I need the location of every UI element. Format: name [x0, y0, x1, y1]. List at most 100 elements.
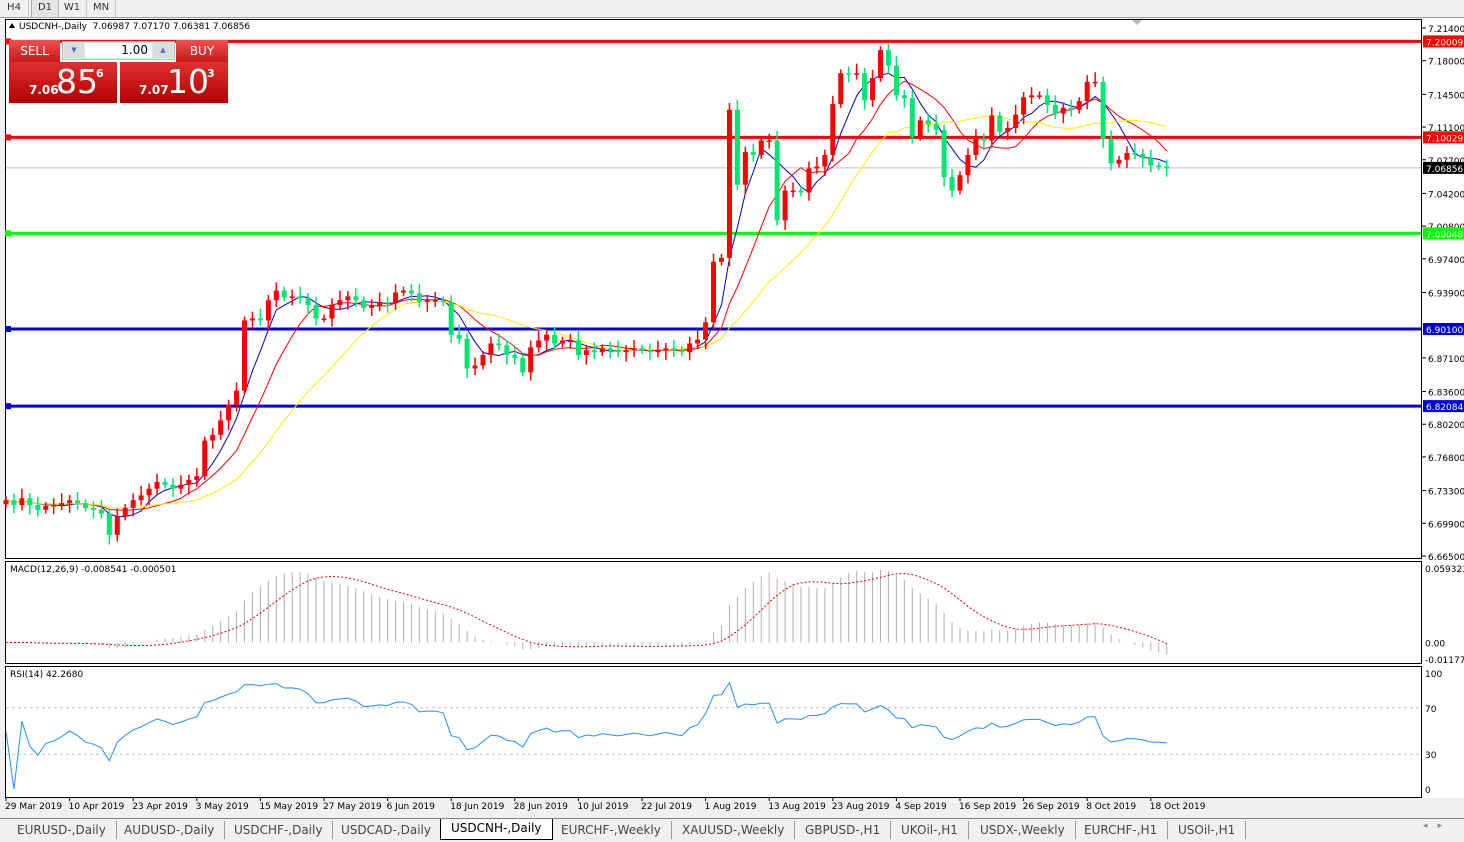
candle — [154, 473, 160, 496]
candle — [265, 294, 271, 330]
candle-body — [1052, 104, 1058, 114]
date-axis: 29 Mar 2019 10 Apr 2019 23 Apr 2019 3 May 2… — [5, 797, 1206, 812]
candle-body — [321, 318, 327, 320]
candle-body — [607, 348, 613, 351]
candle-body — [186, 480, 192, 485]
candle — [313, 296, 319, 326]
candle-body — [1164, 166, 1170, 169]
tab-gbpusd-h1[interactable]: GBPUSD-,H1 — [795, 821, 892, 839]
candle-body — [1037, 95, 1042, 97]
tab-eurusd-daily[interactable]: EURUSD-,Daily — [7, 821, 117, 839]
candle — [893, 55, 899, 101]
sell-button[interactable]: SELL — [9, 40, 60, 62]
timeframe-mn[interactable]: MN — [87, 0, 116, 17]
current-price-label: 7.06856 — [1426, 165, 1463, 175]
date-label: 6 Jun 2019 — [387, 802, 436, 812]
buy-price-button[interactable]: 7.07 10 3 — [120, 62, 228, 103]
level-line-handle-icon — [5, 38, 11, 45]
candle — [997, 111, 1003, 136]
level-line-handle-icon — [5, 403, 11, 410]
candle-body — [138, 495, 144, 501]
sell-price-fraction: 6 — [96, 67, 104, 80]
candle-body — [106, 513, 112, 535]
candle — [552, 326, 558, 351]
level-line-handle-icon — [5, 134, 11, 141]
sell-price-button[interactable]: 7.06 85 6 — [9, 62, 117, 103]
candle — [742, 146, 748, 195]
candle — [885, 43, 891, 74]
lot-decrease-icon[interactable]: ▼ — [64, 43, 84, 58]
candle-body — [424, 300, 430, 303]
candle-body — [297, 296, 303, 299]
candle-body — [909, 98, 915, 137]
candle-body — [893, 65, 899, 96]
tab-audusd-daily[interactable]: AUDUSD-,Daily — [114, 821, 226, 839]
timeframe-h4[interactable]: H4 — [0, 0, 29, 17]
date-label: 1 Aug 2019 — [705, 802, 757, 812]
candle-body — [480, 354, 486, 366]
candle-body — [35, 505, 41, 510]
tab-eurchf-h1[interactable]: EURCHF-,H1 — [1074, 821, 1169, 839]
date-label: 13 Aug 2019 — [768, 802, 826, 812]
candle — [377, 292, 383, 312]
candle — [393, 284, 399, 310]
candle — [599, 344, 605, 356]
buy-button[interactable]: BUY — [176, 40, 228, 62]
collapse-triangle-icon[interactable] — [9, 23, 15, 28]
timeframe-d1[interactable]: D1 — [31, 0, 59, 18]
macd-pane — [5, 570, 1168, 655]
candle-body — [210, 434, 216, 441]
tab-usdcad-daily[interactable]: USDCAD-,Daily — [331, 821, 442, 839]
price-tick-label: 6.66500 — [1428, 553, 1464, 563]
tab-usdchf-daily[interactable]: USDCHF-,Daily — [224, 821, 334, 839]
candle — [106, 508, 112, 545]
candle-body — [265, 300, 271, 321]
candle-body — [583, 350, 589, 355]
tab-scroll-arrows-icon[interactable]: ◂▸ — [1422, 821, 1452, 831]
candle — [186, 474, 192, 495]
candle — [234, 382, 240, 412]
date-label: 23 Aug 2019 — [832, 802, 890, 812]
candle-body — [925, 120, 931, 125]
price-tick-label: 6.97400 — [1428, 256, 1464, 266]
timeframe-w1[interactable]: W1 — [58, 0, 87, 17]
candle — [711, 253, 717, 330]
candle-body — [1076, 101, 1082, 110]
tab-usdx-weekly[interactable]: USDX-,Weekly — [970, 821, 1076, 839]
candle-body — [830, 103, 836, 155]
candle — [1156, 161, 1162, 171]
tab-ukoil-h1[interactable]: UKOil-,H1 — [891, 821, 969, 839]
candle-body — [51, 505, 57, 507]
candle-body — [512, 354, 518, 358]
lot-size-input[interactable]: 1.00 — [85, 43, 152, 58]
candle — [917, 116, 923, 141]
candle — [909, 90, 915, 144]
candle-body — [1029, 95, 1035, 98]
tab-xauusd-weekly[interactable]: XAUUSD-,Weekly — [672, 821, 796, 839]
chart-shift-marker-icon[interactable] — [1132, 20, 1142, 25]
candle — [647, 343, 653, 361]
tab-usdcnh-daily[interactable]: USDCNH-,Daily — [440, 819, 553, 840]
tab-usoil-h1[interactable]: USOil-,H1 — [1168, 821, 1247, 839]
candle — [782, 185, 788, 230]
candle — [401, 286, 406, 297]
candle-body — [3, 500, 9, 505]
candle-body — [885, 50, 891, 66]
candle-body — [742, 152, 748, 185]
candle-body — [75, 500, 81, 504]
candle — [67, 494, 73, 513]
candle-body — [1092, 81, 1098, 84]
candle — [19, 488, 25, 511]
tab-eurchf-weekly[interactable]: EURCHF-,Weekly — [551, 821, 672, 839]
candle — [35, 496, 41, 517]
candle — [353, 288, 359, 307]
candle — [424, 294, 430, 312]
candle — [448, 295, 454, 343]
chart-canvas[interactable]: 7.214007.180007.145007.111007.077007.042… — [0, 0, 1464, 818]
candle — [1164, 159, 1170, 177]
level-price-badge — [1423, 400, 1464, 413]
candle-body — [679, 350, 685, 353]
candle-body — [90, 507, 96, 510]
lot-increase-icon[interactable]: ▲ — [153, 43, 173, 58]
candle-body — [337, 300, 343, 305]
